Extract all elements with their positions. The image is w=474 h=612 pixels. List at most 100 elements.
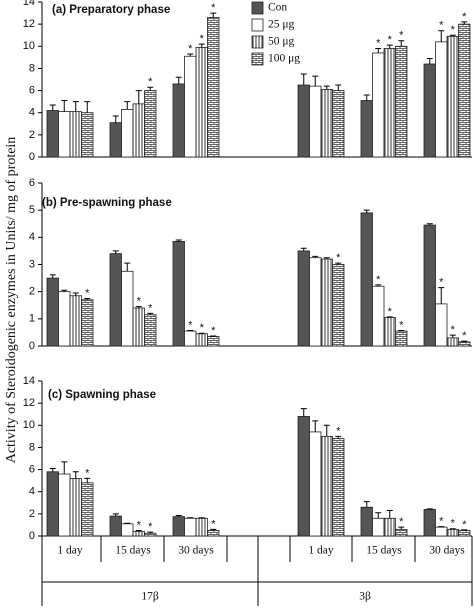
x-tick-label: 15 days [366,545,402,557]
significance-mark: * [137,296,142,308]
bar [435,526,448,537]
error-bar [323,424,330,437]
error-bar [72,292,79,296]
error-bar [461,21,468,25]
bar [69,295,82,347]
bar [132,531,145,537]
bar [458,341,471,347]
error-bar [323,257,330,260]
error-bar [112,115,119,123]
bar [360,506,373,537]
bar [144,532,157,537]
bar [332,264,345,347]
error-bar [438,287,445,304]
y-tick-label: 4 [29,486,35,498]
error-bar [398,526,405,530]
bar [297,416,310,537]
bar [109,253,122,347]
bar [109,515,122,537]
y-tick-label: 3 [29,258,35,270]
error-bar [210,335,217,337]
significance-mark: * [439,515,444,527]
significance-mark: * [439,276,444,288]
error-bar [449,334,456,338]
x-tick-label: 30 days [178,545,214,557]
bar [81,482,94,537]
error-bar [49,274,56,279]
error-bar [84,297,91,300]
significance-mark: * [200,322,205,334]
error-bar [363,94,370,101]
significance-mark: * [462,519,467,531]
error-bar [124,101,131,110]
y-tick-label: 14 [23,0,35,8]
bar [458,23,471,158]
bar [458,530,471,537]
error-bar [312,420,319,432]
error-bar [438,526,445,528]
significance-mark: * [211,2,216,14]
y-tick-label: 6 [29,463,35,475]
x-tick-label: 1 day [308,545,333,557]
x-tick-label: 15 days [115,545,151,557]
bar [184,517,197,537]
significance-mark: * [388,306,393,318]
bar [172,516,185,537]
error-bar [61,100,68,112]
significance-mark: * [85,467,90,479]
bar [395,330,408,347]
bar [121,270,134,347]
error-bar [398,40,405,47]
significance-mark: * [188,319,193,331]
error-bar [198,517,205,519]
significance-mark: * [148,302,153,314]
error-bar [198,43,205,48]
error-bar [386,44,393,49]
bar [121,108,134,158]
error-bar [426,508,433,510]
bar [69,111,82,158]
error-bar [335,262,342,265]
bar [46,110,59,158]
bar [58,291,71,347]
error-bar [426,223,433,226]
legend-swatch [251,1,264,15]
significance-mark: * [85,287,90,299]
error-bar [72,471,79,479]
error-bar [124,522,131,524]
error-bar [72,101,79,112]
y-tick-label: 4 [29,231,35,243]
error-bar [49,467,56,472]
y-tick-label: 12 [23,397,35,409]
error-bar [363,501,370,508]
error-bar [84,101,91,113]
significance-mark: * [376,274,381,286]
error-bar [323,85,330,90]
bar [383,48,396,158]
bar [372,52,385,158]
significance-mark: * [451,24,456,36]
error-bar [187,517,194,519]
error-bar [187,53,194,57]
group-label: 17β [141,591,159,603]
error-bar [84,477,91,483]
significance-mark: * [148,76,153,88]
significance-mark: * [439,20,444,32]
error-bar [147,312,154,315]
bar [423,224,436,347]
bar [144,314,157,347]
bar [207,530,220,537]
error-bar [210,12,217,18]
bar [446,528,459,537]
y-tick-label: 10 [23,419,35,431]
bar [309,85,322,158]
bar [81,299,94,347]
error-bar [300,408,307,417]
significance-mark: * [188,43,193,55]
bar [446,35,459,158]
error-bar [112,250,119,254]
y-tick-label: 4 [29,107,35,119]
error-bar [187,330,194,332]
bar [195,333,208,347]
error-bar [175,76,182,84]
